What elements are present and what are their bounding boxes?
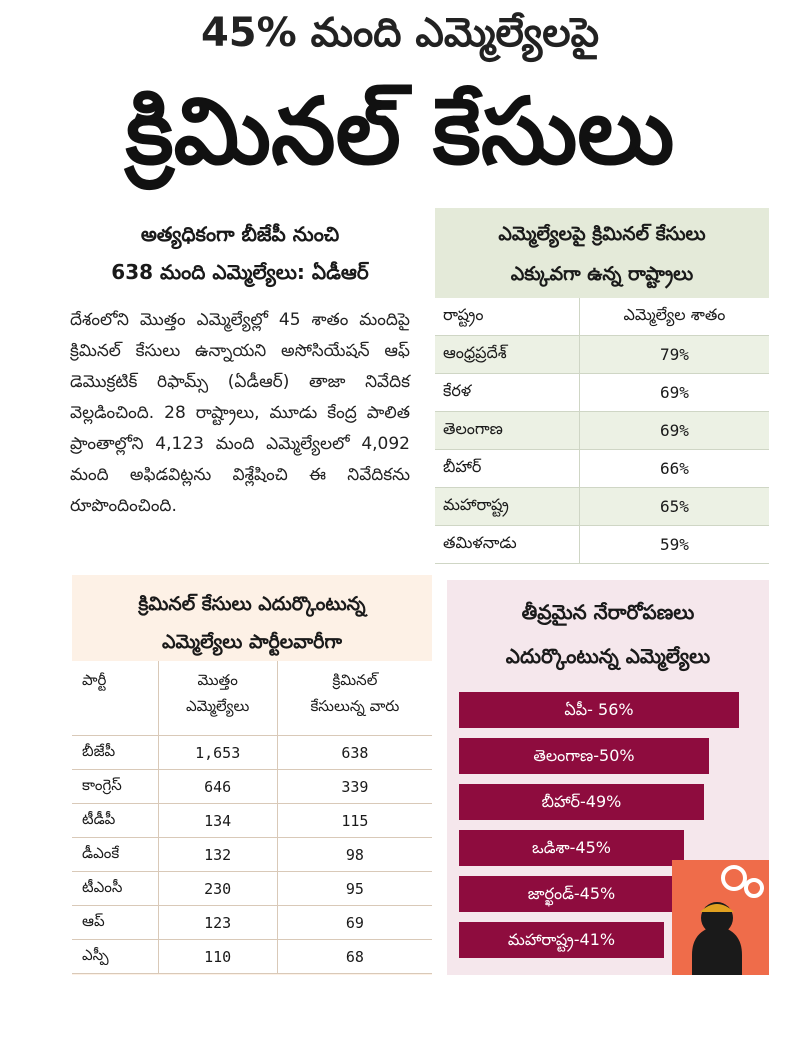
- party-criminal: 98: [276, 837, 432, 872]
- table-row: బీజేపీ 1,653 638: [72, 735, 432, 770]
- headline-line1: 45% మంది ఎమ్మెల్యేలపై: [200, 10, 600, 56]
- article-body: దేశంలోని మొత్తం ఎమ్మెల్యేల్లో 45 శాతం మం…: [70, 310, 410, 516]
- table-row: కేరళ 69%: [435, 373, 769, 412]
- party-table-header: పార్టీ మొత్తం ఎమ్మెల్యేలు క్రిమినల్ కేసు…: [72, 661, 432, 736]
- table-row: ఆప్ 123 69: [72, 905, 432, 940]
- col-criminal-line1: క్రిమినల్: [332, 671, 378, 689]
- bar-3: ఒడిశా-45%: [459, 830, 684, 866]
- article-subhead-line1: అత్యధికంగా బీజేపీ నుంచి: [140, 222, 340, 246]
- col-total-line1: మొత్తం: [197, 671, 238, 689]
- bar-1: తెలంగాణ-50%: [459, 738, 709, 774]
- state-name: కేరళ: [435, 373, 580, 412]
- party-name: డీఎంకే: [72, 837, 159, 872]
- col-party-header: పార్టీ: [72, 661, 159, 736]
- state-pct: 65%: [578, 487, 769, 526]
- handcuff-illustration: [672, 860, 769, 975]
- party-table: పార్టీ మొత్తం ఎమ్మెల్యేలు క్రిమినల్ కేసు…: [72, 661, 432, 974]
- party-total: 646: [157, 769, 278, 804]
- table-row: టీఎంసీ 230 95: [72, 871, 432, 906]
- party-name: టీడీపీ: [72, 803, 159, 838]
- col-total-header: మొత్తం ఎమ్మెల్యేలు: [157, 661, 278, 736]
- bar-label: ఒడిశా-45%: [532, 838, 611, 857]
- bar-label: తెలంగాణ-50%: [533, 746, 635, 765]
- serious-charges-box: తీవ్రమైన నేరారోపణలు ఎదుర్కొంటున్న ఎమ్మెల…: [447, 580, 769, 975]
- states-title-line2: ఎక్కువగా ఉన్న రాష్ట్రాలు: [510, 263, 694, 285]
- col-total-line2: ఎమ్మెల్యేలు: [185, 697, 250, 715]
- state-name: తమిళనాడు: [435, 525, 580, 564]
- table-row: మహారాష్ట్ర 65%: [435, 487, 769, 526]
- states-table: రాష్ట్రం ఎమ్మెల్యేల శాతం ఆంధ్రప్రదేశ్ 79…: [435, 298, 769, 564]
- bar-label: ఏపీ- 56%: [564, 700, 634, 719]
- party-name: బీజేపీ: [72, 735, 159, 770]
- table-row: డీఎంకే 132 98: [72, 837, 432, 872]
- state-name: తెలంగాణ: [435, 411, 580, 450]
- party-total: 1,653: [157, 735, 278, 770]
- party-box-title: క్రిమినల్ కేసులు ఎదుర్కొంటున్న ఎమ్మెల్యే…: [72, 575, 432, 661]
- state-pct: 69%: [578, 373, 769, 412]
- table-row: తమిళనాడు 59%: [435, 525, 769, 564]
- states-table-header: రాష్ట్రం ఎమ్మెల్యేల శాతం: [435, 298, 769, 336]
- bar-label: జార్ఖండ్-45%: [527, 884, 616, 903]
- state-name: మహారాష్ట్ర: [435, 487, 580, 526]
- state-name: ఆంధ్రప్రదేశ్: [435, 335, 580, 374]
- party-criminal: 638: [276, 735, 432, 770]
- party-criminal: 115: [276, 803, 432, 838]
- state-pct: 59%: [578, 525, 769, 564]
- serious-title-line2: ఎదుర్కొంటున్న ఎమ్మెల్యేలు: [505, 644, 711, 668]
- table-row: టీడీపీ 134 115: [72, 803, 432, 838]
- bar-0: ఏపీ- 56%: [459, 692, 739, 728]
- table-row: తెలంగాణ 69%: [435, 411, 769, 450]
- handcuff-icon: [692, 865, 764, 975]
- table-row: ఆంధ్రప్రదేశ్ 79%: [435, 335, 769, 374]
- article-subhead-line2: 638 మంది ఎమ్మెల్యేలు: ఏడీఆర్: [111, 260, 369, 284]
- party-criminal: 95: [276, 871, 432, 906]
- serious-title-line1: తీవ్రమైన నేరారోపణలు: [521, 600, 695, 624]
- table-row: బీహార్ 66%: [435, 449, 769, 488]
- states-box: ఎమ్మెల్యేలపై క్రిమినల్ కేసులు ఎక్కువగా ఉ…: [435, 208, 769, 570]
- party-name: కాంగ్రెస్: [72, 769, 159, 804]
- state-pct: 66%: [578, 449, 769, 488]
- headline-line2: క్రిమినల్ కేసులు: [125, 78, 675, 185]
- state-name: బీహార్: [435, 449, 580, 488]
- party-criminal: 68: [276, 939, 432, 974]
- party-criminal: 339: [276, 769, 432, 804]
- col-state-header: రాష్ట్రం: [435, 298, 580, 336]
- serious-box-title: తీవ్రమైన నేరారోపణలు ఎదుర్కొంటున్న ఎమ్మెల…: [447, 580, 769, 690]
- bar-4: జార్ఖండ్-45%: [459, 876, 684, 912]
- states-title-line1: ఎమ్మెల్యేలపై క్రిమినల్ కేసులు: [498, 223, 706, 245]
- state-pct: 69%: [578, 411, 769, 450]
- party-criminal: 69: [276, 905, 432, 940]
- col-criminal-header: క్రిమినల్ కేసులున్న వారు: [276, 661, 432, 736]
- party-total: 230: [157, 871, 278, 906]
- table-row: కాంగ్రెస్ 646 339: [72, 769, 432, 804]
- states-box-title: ఎమ్మెల్యేలపై క్రిమినల్ కేసులు ఎక్కువగా ఉ…: [435, 208, 769, 298]
- party-total: 132: [157, 837, 278, 872]
- bar-label: బీహార్-49%: [541, 792, 622, 811]
- bar-2: బీహార్-49%: [459, 784, 704, 820]
- party-box: క్రిమినల్ కేసులు ఎదుర్కొంటున్న ఎమ్మెల్యే…: [72, 575, 432, 975]
- party-name: టీఎంసీ: [72, 871, 159, 906]
- party-total: 123: [157, 905, 278, 940]
- party-total: 134: [157, 803, 278, 838]
- state-pct: 79%: [578, 335, 769, 374]
- table-row: ఎస్పీ 110 68: [72, 939, 432, 974]
- col-pct-header: ఎమ్మెల్యేల శాతం: [578, 298, 769, 336]
- col-criminal-line2: కేసులున్న వారు: [310, 697, 400, 715]
- bar-5: మహారాష్ట్ర-41%: [459, 922, 664, 958]
- party-title-line2: ఎమ్మెల్యేలు పార్టీలవారీగా: [162, 631, 342, 653]
- party-name: ఎస్పీ: [72, 939, 159, 974]
- bar-label: మహారాష్ట్ర-41%: [507, 930, 616, 949]
- party-total: 110: [157, 939, 278, 974]
- party-name: ఆప్: [72, 905, 159, 940]
- party-title-line1: క్రిమినల్ కేసులు ఎదుర్కొంటున్న: [138, 593, 366, 615]
